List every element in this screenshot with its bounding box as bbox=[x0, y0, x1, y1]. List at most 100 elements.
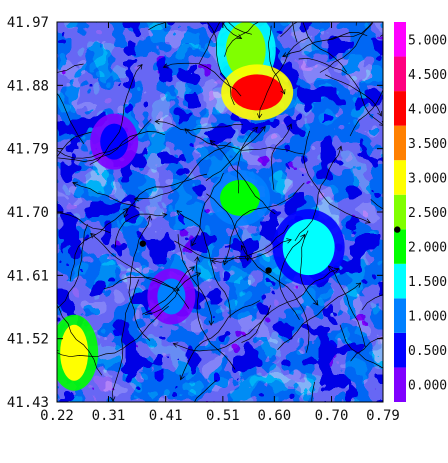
colorbar-swatch bbox=[394, 56, 406, 92]
streamline bbox=[141, 266, 195, 315]
colorbar bbox=[394, 22, 406, 402]
point-marker bbox=[394, 226, 401, 233]
streamline bbox=[319, 22, 374, 73]
streamline-arrowhead bbox=[391, 4, 396, 8]
streamline bbox=[205, 126, 266, 181]
field-region bbox=[231, 74, 284, 111]
streamline-arrowhead bbox=[300, 233, 306, 240]
field-region bbox=[157, 278, 186, 315]
field-region bbox=[60, 324, 89, 381]
streamline bbox=[282, 32, 368, 57]
x-tick-label: 0.31 bbox=[92, 408, 126, 424]
streamline-arrowhead bbox=[184, 128, 190, 134]
streamline-arrowhead bbox=[210, 258, 217, 265]
colorbar-label: 1.500 bbox=[408, 275, 447, 290]
point-marker bbox=[139, 240, 146, 247]
colorbar-swatch bbox=[394, 229, 406, 264]
colorbar-swatch bbox=[394, 160, 406, 195]
streamline bbox=[280, 22, 299, 38]
streamline bbox=[57, 305, 169, 358]
streamline bbox=[291, 22, 298, 43]
field-region bbox=[225, 22, 266, 79]
streamline bbox=[145, 272, 201, 315]
streamline-arrowhead bbox=[223, 259, 229, 266]
streamline-arrowhead bbox=[133, 196, 140, 202]
streamline bbox=[350, 336, 383, 362]
streamline-arrowhead bbox=[194, 256, 200, 262]
streamline bbox=[241, 268, 339, 343]
streamline bbox=[57, 92, 85, 145]
streamline bbox=[198, 22, 222, 64]
streamline-arrowhead bbox=[47, 136, 51, 141]
streamline bbox=[176, 210, 231, 319]
y-tick-label: 41.43 bbox=[7, 395, 49, 411]
streamline bbox=[196, 256, 236, 370]
colorbar-swatch bbox=[394, 22, 406, 57]
colorbar-swatch bbox=[394, 125, 406, 161]
streamline-arrowhead bbox=[333, 267, 340, 273]
streamline bbox=[224, 22, 260, 57]
streamline-arrowhead bbox=[244, 255, 250, 262]
x-tick-label: 0.79 bbox=[366, 408, 400, 424]
streamline-arrowhead bbox=[286, 238, 292, 244]
y-axis: 41.97 41.88 41.79 41.70 41.61 41.52 41.43 bbox=[7, 15, 383, 411]
x-tick-label: 0.41 bbox=[149, 408, 183, 424]
streamline bbox=[324, 74, 382, 117]
streamline-arrowhead bbox=[252, 126, 259, 133]
x-tick-label: 0.22 bbox=[40, 408, 74, 424]
streamline bbox=[57, 304, 103, 376]
streamline bbox=[191, 172, 224, 246]
streamline bbox=[299, 230, 319, 306]
streamline-arrowhead bbox=[191, 240, 197, 247]
streamline-arrowhead bbox=[0, 202, 4, 207]
field-region bbox=[100, 123, 129, 160]
colorbar-label: 4.500 bbox=[408, 68, 447, 83]
streamline-arrowhead bbox=[162, 63, 169, 69]
streamline bbox=[57, 224, 88, 309]
streamline bbox=[370, 199, 383, 210]
streamline-arrowhead bbox=[209, 140, 216, 146]
streamline-arrowhead bbox=[110, 396, 116, 402]
streamline bbox=[241, 245, 310, 353]
streamline bbox=[72, 182, 140, 209]
streamline bbox=[57, 63, 84, 73]
streamline-arrowhead bbox=[208, 320, 214, 326]
streamline bbox=[349, 88, 383, 137]
streamline-arrowhead bbox=[11, 195, 16, 200]
streamline-arrowhead bbox=[146, 214, 152, 221]
streamline bbox=[180, 300, 261, 380]
streamline-arrowhead bbox=[355, 282, 362, 288]
streamline-arrowhead bbox=[161, 212, 168, 218]
streamline bbox=[148, 22, 242, 39]
y-tick-label: 41.70 bbox=[7, 205, 49, 221]
streamline bbox=[303, 130, 371, 224]
colorbar-label: 0.000 bbox=[408, 379, 447, 394]
streamline bbox=[194, 379, 217, 402]
x-tick-label: 0.51 bbox=[206, 408, 240, 424]
colorbar-swatch bbox=[394, 263, 406, 299]
streamline bbox=[361, 294, 383, 311]
streamline-arrowhead bbox=[280, 88, 286, 95]
streamline-arrowhead bbox=[337, 145, 343, 152]
streamline-arrowhead bbox=[72, 181, 78, 187]
streamline-arrowhead bbox=[38, 319, 43, 324]
streamline bbox=[134, 141, 231, 200]
colorbar-label: 0.500 bbox=[408, 344, 447, 359]
streamline bbox=[128, 215, 151, 341]
streamline bbox=[206, 22, 235, 106]
streamline-arrowhead bbox=[90, 233, 96, 239]
colorbar-swatch bbox=[394, 91, 406, 126]
streamline bbox=[311, 381, 315, 402]
point-marker bbox=[265, 267, 272, 274]
colorbar-label: 5.000 bbox=[408, 33, 447, 48]
streamline bbox=[69, 208, 129, 282]
streamline-arrowhead bbox=[183, 445, 188, 449]
streamline bbox=[57, 119, 152, 159]
point-markers bbox=[139, 226, 401, 274]
streamline bbox=[155, 121, 243, 132]
y-tick-label: 41.52 bbox=[7, 332, 49, 348]
streamline-arrowhead bbox=[260, 126, 266, 132]
streamline-arrowhead bbox=[365, 218, 371, 224]
